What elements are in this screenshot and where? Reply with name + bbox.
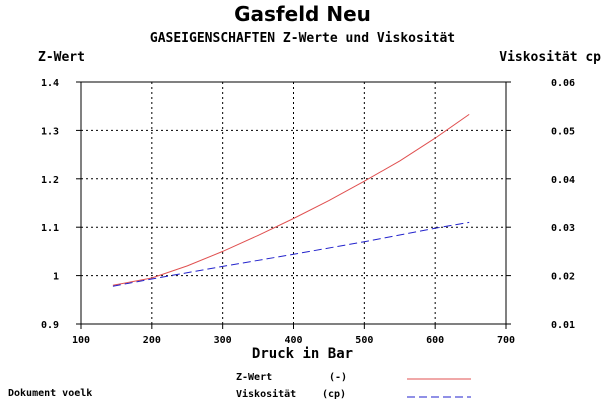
- x-tick-label: 200: [143, 335, 161, 346]
- y-left-tick-label: 1.3: [41, 126, 59, 137]
- y-left-tick-label: 1.2: [41, 175, 59, 186]
- legend-unit-viskositaet: (cp): [322, 389, 347, 400]
- x-tick-label: 400: [284, 335, 302, 346]
- right-axis-label: Viskosität cp: [499, 50, 601, 65]
- series-line-1: [112, 221, 470, 287]
- x-axis-label: Druck in Bar: [251, 346, 354, 362]
- footer-note: Dokument voelk: [8, 388, 93, 399]
- legend-label-viskositaet: Viskosität: [236, 389, 297, 400]
- legend-label-z-wert: Z-Wert: [236, 372, 273, 383]
- y-right-tick-label: 0.06: [551, 78, 575, 89]
- x-tick-label: 500: [355, 335, 373, 346]
- y-left-tick-label: 1.1: [41, 223, 59, 234]
- y-right-tick-label: 0.02: [551, 272, 575, 283]
- series-line-0: [112, 113, 470, 286]
- y-right-tick-label: 0.03: [551, 223, 575, 234]
- y-left-tick-label: 0.9: [41, 320, 59, 331]
- y-left-tick-label: 1.4: [41, 78, 59, 89]
- y-right-tick-label: 0.05: [551, 126, 575, 137]
- chart-subtitle: GASEIGENSCHAFTEN Z-Werte und Viskosität: [149, 31, 456, 46]
- legend-unit-z-wert: (-): [329, 372, 348, 383]
- x-tick-label: 100: [72, 335, 90, 346]
- left-axis-label: Z-Wert: [38, 50, 85, 65]
- x-tick-label: 600: [426, 335, 444, 346]
- chart-title: Gasfeld Neu: [234, 2, 371, 26]
- y-left-tick-label: 1: [53, 272, 59, 283]
- x-tick-label: 300: [214, 335, 232, 346]
- x-tick-label: 700: [497, 335, 515, 346]
- y-right-tick-label: 0.01: [551, 320, 575, 331]
- y-right-tick-label: 0.04: [551, 175, 575, 186]
